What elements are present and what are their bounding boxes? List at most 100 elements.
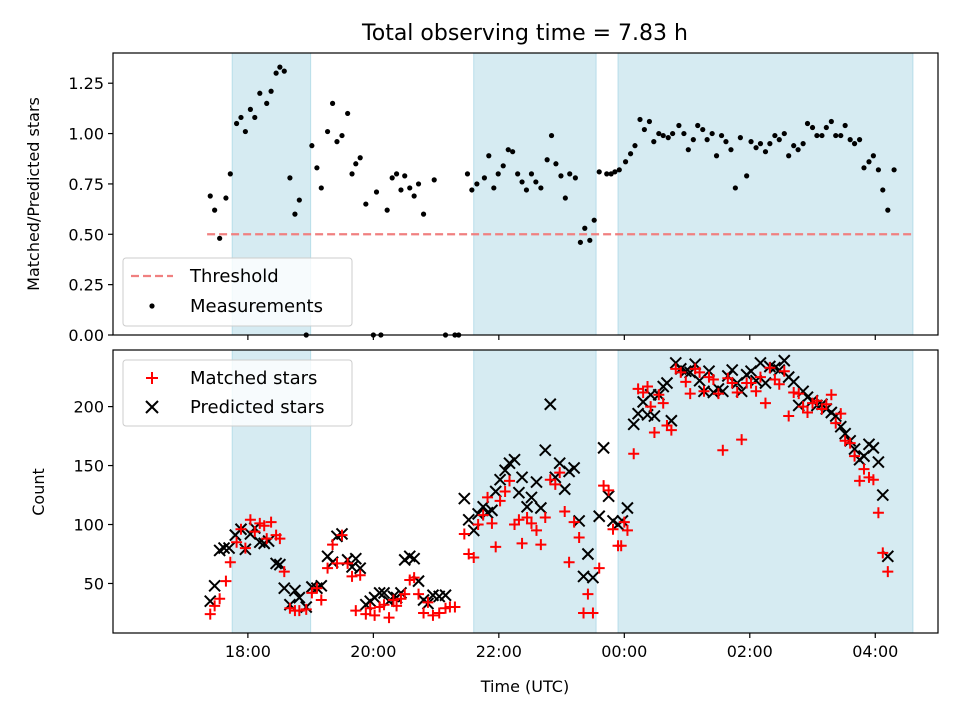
measurement-point (252, 114, 258, 121)
measurement-point (296, 197, 302, 203)
matched-star-marker (825, 389, 837, 401)
matched-star-marker (346, 570, 358, 582)
measurement-point (713, 153, 720, 159)
measurement-point (257, 90, 263, 96)
predicted-star-marker (572, 514, 586, 528)
matched-star-marker (306, 587, 318, 599)
legend-matched-label: Matched stars (190, 368, 317, 389)
measurement-point (227, 171, 233, 177)
matched-star-marker (665, 424, 677, 436)
measurements-series (207, 64, 897, 338)
matched-star-marker (458, 528, 470, 540)
measurement-point (744, 173, 750, 179)
matched-star-marker (754, 371, 766, 383)
figure-title: Total observing time = 7.83 h (361, 21, 688, 46)
measurement-point (577, 239, 583, 245)
legend-matched-swatch (146, 372, 158, 384)
measurement-point (632, 143, 638, 149)
measurement-point (402, 173, 408, 179)
measurement-point (656, 130, 662, 137)
measurement-point (728, 147, 734, 153)
matched-star-marker (477, 509, 489, 521)
matched-star-marker (274, 533, 286, 545)
measurement-point (544, 157, 550, 163)
matched-star-marker (516, 537, 528, 549)
matched-star-marker (759, 397, 771, 409)
predicted-star-marker (754, 356, 767, 370)
measurement-point (515, 171, 521, 177)
measurement-point (670, 130, 676, 137)
matched-star-marker (549, 478, 561, 490)
measurement-point (800, 141, 806, 147)
measurement-point (519, 179, 525, 185)
x-tick-label: 04:00 (852, 642, 898, 661)
measurement-point (353, 161, 359, 167)
predicted-star-marker (759, 376, 772, 390)
matched-star-marker (563, 556, 575, 568)
matched-star-marker (513, 514, 525, 526)
matched-star-marker (539, 511, 551, 523)
matched-star-marker (364, 602, 376, 614)
matched-star-marker (802, 406, 814, 418)
ratio-shaded-intervals (231, 52, 914, 336)
measurement-point (553, 161, 559, 167)
counts-legend-box (122, 359, 353, 427)
measurement-point (587, 237, 593, 243)
predicted-star-marker (648, 409, 661, 423)
matched-star-marker (680, 376, 692, 388)
measurement-point (847, 137, 853, 143)
matched-star-marker (793, 388, 805, 400)
matched-star-marker (530, 524, 542, 536)
measurement-point (851, 141, 858, 147)
matched-star-marker (559, 506, 571, 518)
matched-star-marker (258, 520, 270, 532)
measurement-point (562, 195, 568, 201)
predicted-star-marker (217, 541, 231, 555)
matched-star-marker (731, 386, 743, 398)
predicted-star-marker (872, 455, 885, 469)
matched-star-marker (867, 474, 879, 486)
matched-star-marker (244, 514, 256, 526)
measurement-point (334, 139, 340, 145)
measurement-point (384, 207, 390, 213)
matched-star-marker (482, 491, 494, 503)
matched-star-marker (239, 542, 251, 554)
predicted-star-marker (593, 510, 606, 523)
predicted-star-marker (288, 584, 302, 597)
counts-x-axis-ticks: 18:00 20:00 22:00 00:00 02:00 04:00 (225, 633, 898, 661)
matched-star-marker (422, 596, 434, 608)
measurement-point (891, 167, 897, 173)
predicted-star-marker (278, 581, 291, 595)
predicted-star-marker (876, 488, 889, 502)
predicted-star-marker (867, 441, 880, 455)
measurement-point (349, 171, 355, 177)
measurement-point (207, 193, 213, 199)
measurement-point (558, 173, 564, 179)
predicted-star-marker (353, 561, 367, 575)
predicted-star-marker (567, 461, 581, 475)
matched-star-marker (354, 569, 366, 581)
x-tick-label: 18:00 (225, 642, 271, 661)
predicted-star-marker (269, 557, 283, 570)
predicted-star-marker (621, 501, 634, 515)
measurement-point (676, 122, 682, 129)
predicted-star-marker (222, 541, 236, 555)
matched-star-marker (418, 607, 430, 619)
measurement-point (329, 100, 336, 106)
measurement-point (407, 185, 413, 191)
matched-star-marker (615, 540, 627, 552)
matched-star-marker (284, 602, 296, 614)
y-tick-label: 150 (73, 457, 104, 476)
predicted-star-marker (377, 586, 391, 600)
matched-star-marker (773, 378, 785, 390)
measurement-point (767, 141, 773, 147)
y-tick-label: 0.75 (68, 175, 104, 194)
measurement-point (753, 145, 759, 151)
measurement-point (572, 175, 578, 181)
measurement-point (776, 137, 782, 143)
measurement-point (681, 130, 687, 137)
measurement-point (737, 135, 743, 141)
measurement-point (833, 132, 839, 139)
measurement-point (866, 159, 872, 165)
measurement-point (415, 181, 422, 187)
